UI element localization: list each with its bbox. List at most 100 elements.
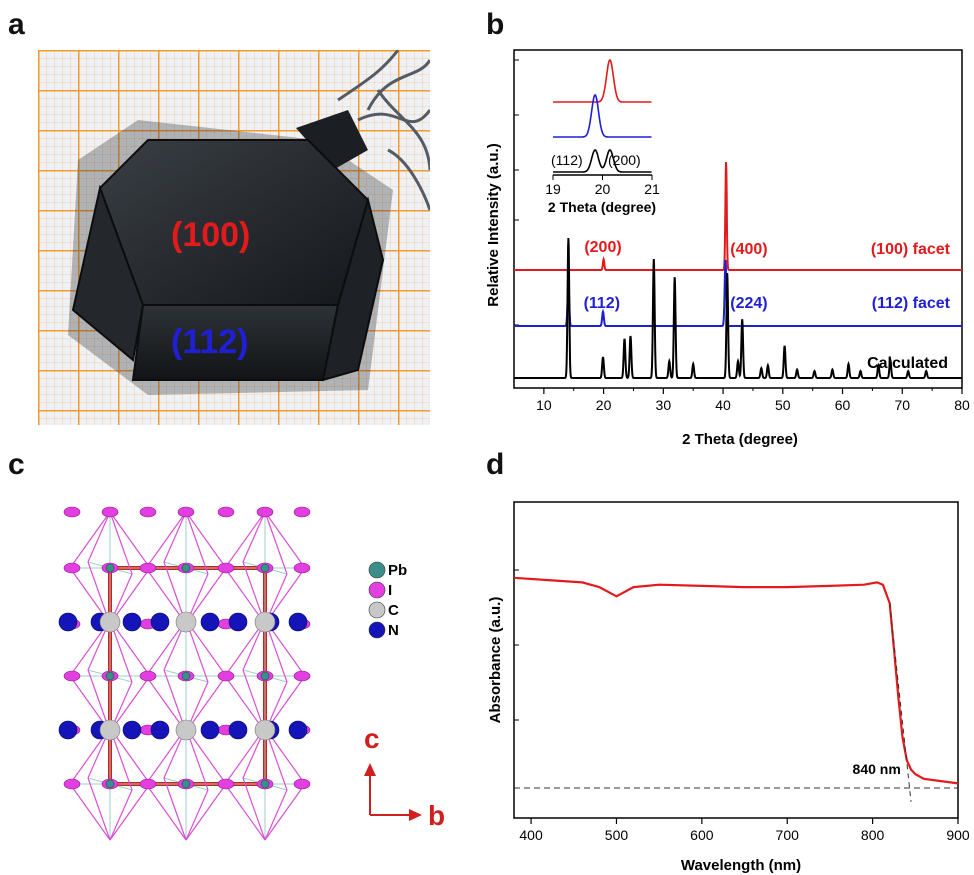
xrd-legend-112-facet: (112) facet <box>872 295 951 312</box>
absorbance-y-axis-label: Absorbance (a.u.) <box>487 597 504 724</box>
panel-label-a: a <box>8 8 25 41</box>
iodine-atom <box>63 670 81 682</box>
octahedron-edge <box>69 511 111 569</box>
lead-atom <box>260 563 270 573</box>
iodine-atom <box>217 670 235 682</box>
nitrogen-atom <box>288 612 308 632</box>
lead-atom <box>181 563 191 573</box>
octahedron-edge <box>145 511 187 569</box>
carbon-atom <box>254 719 276 741</box>
lead-atom <box>105 779 115 789</box>
nitrogen-atom <box>58 720 78 740</box>
iodine-atom <box>63 506 81 518</box>
iodine-atom <box>177 506 195 518</box>
crystal-photo: (100) (112) <box>38 49 432 425</box>
legend-swatch-i <box>368 581 386 599</box>
carbon-atom <box>254 611 276 633</box>
iodine-atom <box>139 670 157 682</box>
iodine-atom <box>293 506 311 518</box>
xrd-peak-label-112: (112) <box>584 295 620 312</box>
absorbance-x-tick-label: 700 <box>776 827 800 843</box>
legend-label-c: C <box>388 602 399 619</box>
lattice-axes: c b <box>364 723 445 831</box>
absorbance-series: 840 nm <box>513 576 959 802</box>
nitrogen-atom <box>228 720 248 740</box>
xrd-x-tick-label: 50 <box>775 397 791 413</box>
crystal-structure: Pb ICN c b <box>58 506 445 841</box>
crystal-photo-svg <box>38 49 432 425</box>
nitrogen-atom <box>200 720 220 740</box>
absorbance-curve <box>513 576 959 785</box>
iodine-atom <box>293 562 311 574</box>
nitrogen-atom <box>288 720 308 740</box>
legend-swatch-c <box>368 601 386 619</box>
xrd-legend-calculated: Calculated <box>867 355 948 372</box>
iodine-atom <box>101 506 119 518</box>
carbon-atom <box>175 719 197 741</box>
xrd-x-tick-label: 20 <box>596 397 612 413</box>
inset-peak-label-200: (200) <box>608 152 641 168</box>
absorbance-x-tick-label: 500 <box>605 827 629 843</box>
iodine-atom <box>139 778 157 790</box>
xrd-peak-label-200: (200) <box>584 239 621 256</box>
xrd-y-axis-label: Relative Intensity (a.u.) <box>485 143 502 306</box>
iodine-atom <box>139 562 157 574</box>
legend-label-n: N <box>388 622 399 639</box>
inset-series-112-facet <box>553 93 652 138</box>
structure-atoms <box>58 506 311 790</box>
xrd-x-tick-label: 70 <box>894 397 910 413</box>
octahedron-edge <box>185 789 209 841</box>
xrd-chart: 10 20 30 40 50 60 70 80 (200) (400) (112) (224) (10… <box>485 49 970 448</box>
xrd-x-tick-label: 80 <box>954 397 970 413</box>
octahedron-edge <box>185 511 227 569</box>
xrd-series-100-facet <box>514 161 962 271</box>
edge-annotation: 840 nm <box>853 761 901 777</box>
absorbance-x-axis-label: Wavelength (nm) <box>681 857 801 874</box>
xrd-series-112-facet <box>514 259 962 327</box>
xrd-x-tick-label: 10 <box>536 397 552 413</box>
lead-atom <box>260 671 270 681</box>
absorbance-frame: 400 500 600 700 800 900 <box>513 501 970 843</box>
absorbance-x-tick-label: 600 <box>690 827 714 843</box>
inset-series-100-facet <box>553 58 652 103</box>
lead-atom <box>105 563 115 573</box>
xrd-x-axis-label: 2 Theta (degree) <box>682 431 798 448</box>
octahedron-edge <box>242 511 266 563</box>
absorbance-plot-border <box>513 501 959 819</box>
iodine-atom <box>63 562 81 574</box>
octahedron-edge <box>264 511 306 569</box>
octahedron-edge <box>87 777 111 841</box>
octahedron-edge <box>87 511 111 563</box>
octahedron-edge <box>109 783 151 841</box>
xrd-inset: 19 20 21 2 Theta (degree) (112) (200) <box>545 58 660 215</box>
inset-series-calculated <box>553 149 652 173</box>
absorbance-x-tick-label: 400 <box>519 827 543 843</box>
octahedron-edge <box>264 783 306 841</box>
octahedron-edge <box>163 511 187 563</box>
panel-label-b: b <box>486 8 505 41</box>
iodine-atom <box>293 670 311 682</box>
octahedron-edge <box>224 783 266 841</box>
inset-x-tick-label: 19 <box>545 181 561 197</box>
carbon-atom <box>175 611 197 633</box>
absorbance-x-tick-label: 800 <box>861 827 885 843</box>
absorbance-chart: 400 500 600 700 800 900 840 nm Wavelength (nm… <box>487 501 970 874</box>
octahedron-edge <box>185 783 227 841</box>
nitrogen-atom <box>58 612 78 632</box>
lead-atom <box>181 671 191 681</box>
iodine-atom <box>256 506 274 518</box>
iodine-atom <box>217 562 235 574</box>
xrd-peak-label-400: (400) <box>730 241 767 258</box>
octahedron-edge <box>109 789 133 841</box>
tangent-dashed <box>889 603 912 802</box>
wires <box>337 49 432 211</box>
b-axis-label: b <box>428 800 445 831</box>
xrd-series-calculated <box>514 237 962 380</box>
octahedron-edge <box>264 511 288 575</box>
xrd-x-tick-label: 60 <box>835 397 851 413</box>
legend-swatch-n <box>368 621 386 639</box>
octahedron-edge <box>185 511 209 575</box>
nitrogen-atom <box>228 612 248 632</box>
octahedron-edge <box>264 789 288 841</box>
xrd-x-tick-label: 30 <box>656 397 672 413</box>
